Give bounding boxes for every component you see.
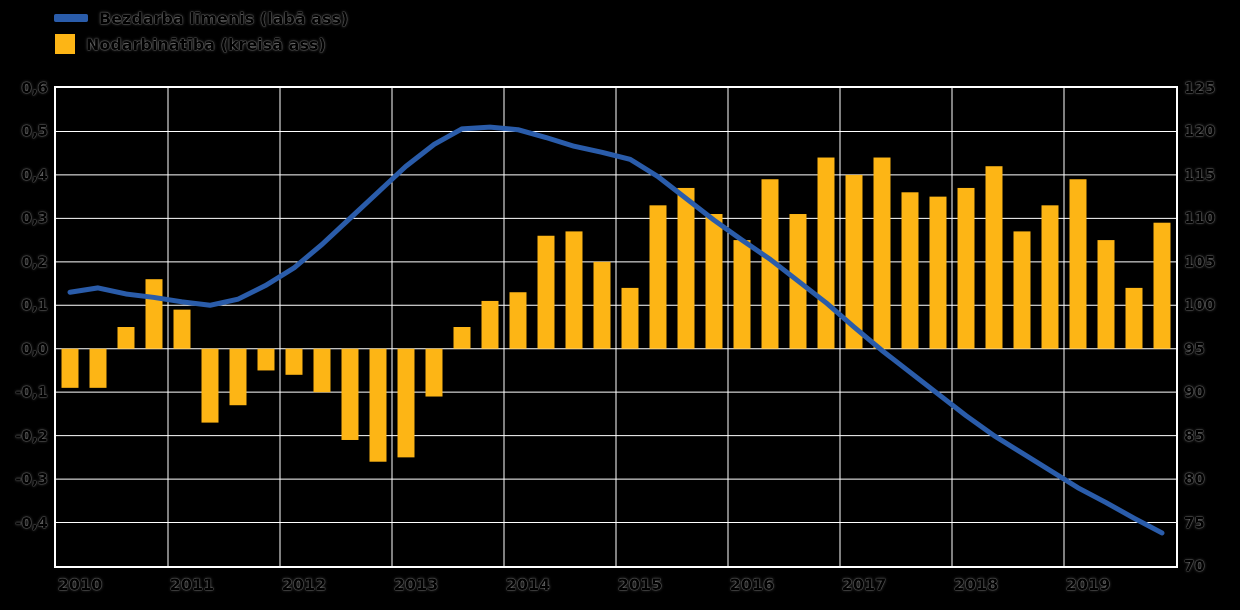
legend-label-line: Bezdarba līmenis (labā ass) bbox=[99, 8, 349, 28]
right-axis-tick: 70 bbox=[1184, 557, 1205, 575]
bar-series-swatch-icon bbox=[55, 34, 75, 54]
employment-bar bbox=[453, 327, 471, 349]
right-axis-tick: 115 bbox=[1184, 165, 1216, 184]
employment-bar bbox=[733, 240, 751, 349]
employment-bar bbox=[229, 348, 247, 406]
employment-bar bbox=[929, 196, 947, 349]
right-axis-tick: 85 bbox=[1184, 426, 1205, 445]
right-axis-tick: 75 bbox=[1184, 513, 1205, 532]
x-axis-year-label: 2018 bbox=[953, 575, 999, 594]
employment-bar bbox=[173, 309, 191, 349]
x-axis-year-label: 2014 bbox=[505, 575, 551, 594]
employment-bar bbox=[201, 348, 219, 423]
x-axis-year-label: 2019 bbox=[1065, 575, 1111, 594]
x-axis-year-label: 2011 bbox=[169, 575, 215, 594]
left-axis-tick: 0,6 bbox=[21, 79, 48, 97]
employment-bar bbox=[313, 348, 331, 393]
line-series-swatch-icon bbox=[54, 14, 88, 22]
right-axis-tick: 105 bbox=[1184, 252, 1216, 271]
employment-bar bbox=[649, 205, 667, 349]
left-axis-tick: 0,0 bbox=[21, 339, 48, 358]
x-axis-year-label: 2013 bbox=[393, 575, 439, 594]
right-axis-tick: 120 bbox=[1184, 122, 1216, 141]
employment-bar bbox=[957, 187, 975, 349]
left-axis-tick: 0,4 bbox=[21, 165, 48, 184]
x-axis-year-label: 2010 bbox=[57, 575, 103, 594]
employment-bar bbox=[1125, 287, 1143, 349]
x-axis-year-label: 2012 bbox=[281, 575, 327, 594]
left-axis-tick: -0,3 bbox=[15, 470, 48, 489]
employment-bar bbox=[341, 348, 359, 440]
employment-bar bbox=[537, 235, 555, 349]
right-axis-tick: 90 bbox=[1184, 383, 1205, 402]
left-axis-tick: 0,3 bbox=[21, 209, 48, 228]
employment-bar bbox=[817, 157, 835, 349]
plot-area bbox=[54, 86, 1178, 568]
employment-bar bbox=[285, 348, 303, 375]
employment-bar bbox=[677, 187, 695, 349]
legend-item-bars: Nodarbinātība (kreisā ass) bbox=[54, 31, 348, 57]
employment-bar bbox=[621, 287, 639, 349]
left-axis-tick: -0,4 bbox=[15, 513, 48, 532]
right-axis-tick: 100 bbox=[1184, 296, 1216, 315]
employment-bar bbox=[61, 348, 79, 388]
employment-bar bbox=[705, 214, 723, 349]
employment-bar bbox=[985, 166, 1003, 349]
x-axis-year-label: 2016 bbox=[729, 575, 775, 594]
employment-bar bbox=[593, 261, 611, 349]
employment-bar bbox=[425, 348, 443, 397]
employment-bar bbox=[397, 348, 415, 458]
legend-item-line: Bezdarba līmenis (labā ass) bbox=[54, 5, 348, 31]
employment-bar bbox=[89, 348, 107, 388]
employment-bar bbox=[1041, 205, 1059, 349]
right-axis-tick: 95 bbox=[1184, 339, 1205, 358]
x-axis-year-label: 2017 bbox=[841, 575, 887, 594]
employment-bar bbox=[481, 300, 499, 349]
right-axis-tick: 80 bbox=[1184, 470, 1205, 489]
employment-bar bbox=[1153, 222, 1171, 349]
employment-bar bbox=[1069, 179, 1087, 349]
employment-bar bbox=[117, 327, 135, 349]
left-axis-tick: -0,1 bbox=[15, 383, 48, 402]
left-axis-tick: 0,1 bbox=[21, 296, 48, 315]
left-axis-tick: 0,2 bbox=[21, 252, 48, 271]
employment-bar bbox=[1097, 240, 1115, 349]
employment-bar bbox=[145, 279, 163, 349]
employment-bar bbox=[873, 157, 891, 349]
left-axis-tick: 0,5 bbox=[21, 122, 48, 141]
unemployment-line bbox=[67, 124, 1165, 536]
left-axis-tick: -0,2 bbox=[15, 426, 48, 445]
right-axis-tick: 125 bbox=[1184, 79, 1216, 97]
right-axis-tick: 110 bbox=[1184, 209, 1216, 228]
employment-bar bbox=[761, 179, 779, 349]
employment-bar bbox=[369, 348, 387, 462]
legend: Bezdarba līmenis (labā ass) Nodarbinātīb… bbox=[54, 5, 348, 57]
employment-bar bbox=[845, 174, 863, 349]
x-axis-year-label: 2015 bbox=[617, 575, 663, 594]
employment-bar bbox=[901, 192, 919, 349]
employment-bar bbox=[509, 292, 527, 349]
employment-bar bbox=[565, 231, 583, 349]
employment-bar bbox=[1013, 231, 1031, 349]
employment-bar bbox=[257, 348, 275, 371]
chart-svg bbox=[56, 88, 1176, 566]
legend-label-bars: Nodarbinātība (kreisā ass) bbox=[86, 34, 326, 54]
